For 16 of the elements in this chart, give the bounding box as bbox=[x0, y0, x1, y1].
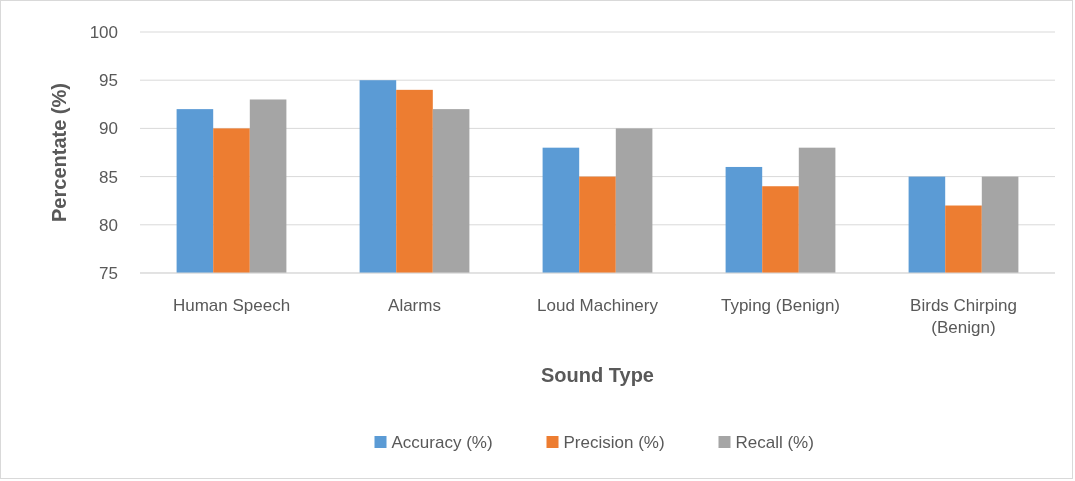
x-tick-label: Alarms bbox=[388, 296, 441, 315]
y-tick-label: 80 bbox=[99, 215, 118, 235]
y-tick-label: 95 bbox=[99, 71, 118, 91]
x-axis-title: Sound Type bbox=[541, 364, 654, 386]
y-axis-title: Percentate (%) bbox=[48, 83, 70, 222]
x-tick-label: Human Speech bbox=[172, 296, 291, 315]
legend-label: Accuracy (%) bbox=[391, 433, 493, 452]
y-tick-label: 100 bbox=[89, 22, 118, 42]
legend-label: Precision (%) bbox=[563, 433, 665, 452]
x-tick-label: Birds Chirping (Benign) bbox=[910, 296, 1017, 337]
y-tick-label: 85 bbox=[99, 167, 118, 187]
x-tick-label: Loud Machinery bbox=[537, 296, 659, 315]
x-tick-label: Typing (Benign) bbox=[720, 296, 841, 315]
y-tick-label: 75 bbox=[99, 263, 118, 283]
y-tick-label: 90 bbox=[99, 119, 118, 139]
legend-label: Recall (%) bbox=[735, 433, 814, 452]
